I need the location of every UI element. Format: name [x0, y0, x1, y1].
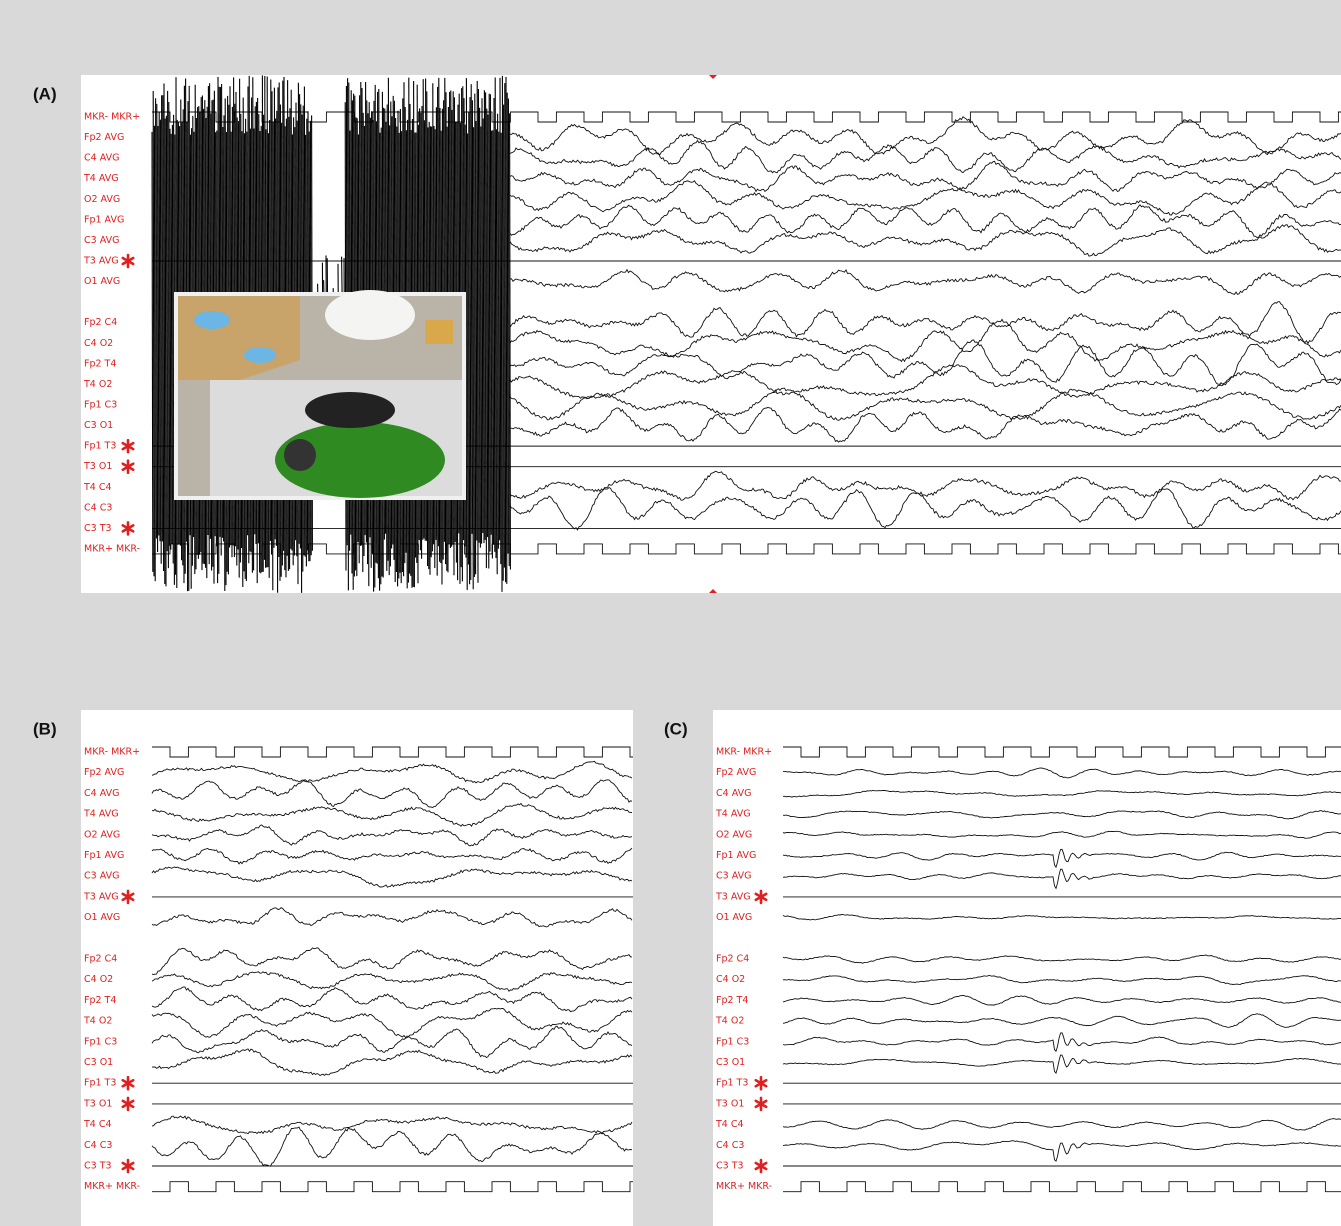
video-inset — [174, 290, 466, 500]
channel-label: Fp2 T4 — [84, 358, 116, 369]
channel-label: C3 AVG — [716, 871, 751, 882]
channel-label: C3 T3 — [84, 1161, 112, 1172]
channel-label: T4 O2 — [83, 379, 112, 390]
channel-label: C4 C3 — [84, 502, 112, 513]
panel-label: (C) — [664, 719, 688, 738]
channel-label: MKR- MKR+ — [716, 747, 772, 758]
channel-label: T4 O2 — [83, 1016, 112, 1027]
channel-label: Fp1 T3 — [716, 1078, 748, 1089]
channel-label: Fp1 AVG — [84, 214, 124, 225]
channel-label: T4 C4 — [715, 1119, 744, 1130]
channel-label: Fp1 AVG — [716, 850, 756, 861]
channel-label: O1 AVG — [716, 912, 752, 923]
channel-label: C3 O1 — [84, 420, 113, 431]
channel-label: T3 AVG — [83, 891, 119, 902]
channel-label: O1 AVG — [84, 912, 120, 923]
panel: (A) MKR- MKR+ Fp2 AVG C4 AVG T4 AVG O2 AVG Fp1… — [33, 75, 1341, 593]
channel-label: C3 AVG — [84, 871, 119, 882]
channel-label: MKR- MKR+ — [84, 112, 140, 123]
channel-label: Fp1 AVG — [84, 850, 124, 861]
channel-label: C4 C3 — [84, 1140, 112, 1151]
channel-label: Fp2 C4 — [84, 954, 117, 965]
channel-label: Fp1 C3 — [84, 1036, 117, 1047]
channel-label: T4 O2 — [715, 1016, 744, 1027]
channel-label: O2 AVG — [84, 194, 120, 205]
channel-label: Fp1 C3 — [716, 1036, 749, 1047]
channel-label: O1 AVG — [84, 276, 120, 287]
channel-label: T3 O1 — [83, 461, 112, 472]
channel-label: C3 O1 — [716, 1057, 745, 1068]
channel-label: C4 O2 — [84, 338, 113, 349]
channel-label: Fp2 C4 — [84, 317, 117, 328]
channel-label: Fp2 T4 — [716, 995, 748, 1006]
channel-label: C4 AVG — [716, 788, 751, 799]
page: {"panels": [ {"label": "(A)", "channels"… — [0, 0, 1341, 1226]
panel: (B) MKR- MKR+ Fp2 AVG C4 AVG T4 AVG O2 AVG Fp1… — [33, 710, 633, 1226]
inset-glove — [194, 311, 230, 329]
channel-label: O2 AVG — [84, 829, 120, 840]
channel-label: Fp1 T3 — [84, 441, 116, 452]
channel-label: Fp2 T4 — [84, 995, 116, 1006]
inset-glove — [244, 347, 276, 363]
channel-label: C3 T3 — [716, 1161, 744, 1172]
channel-label: C4 C3 — [716, 1140, 744, 1151]
inset-head — [284, 439, 316, 471]
channel-label: MKR+ MKR- — [84, 543, 140, 554]
channel-label: C4 AVG — [84, 788, 119, 799]
channel-label: T4 C4 — [83, 1119, 112, 1130]
inset-person — [325, 290, 415, 340]
panel-label: (A) — [33, 84, 57, 103]
channel-label: Fp2 AVG — [84, 132, 124, 143]
panel-label: (B) — [33, 719, 57, 738]
figure: (A) MKR- MKR+ Fp2 AVG C4 AVG T4 AVG O2 AVG Fp1… — [0, 0, 1341, 1226]
channel-label: T4 AVG — [715, 809, 751, 820]
channel-label: Fp2 C4 — [716, 954, 749, 965]
channel-label: C3 AVG — [84, 235, 119, 246]
panel: (C) MKR- MKR+ Fp2 AVG C4 AVG T4 AVG O2 AVG Fp1… — [664, 710, 1341, 1226]
panel-background — [81, 710, 633, 1226]
channel-label: MKR- MKR+ — [84, 747, 140, 758]
channel-label: Fp2 AVG — [716, 767, 756, 778]
inset-child — [305, 392, 395, 428]
panel-background — [713, 710, 1341, 1226]
channel-label: C4 O2 — [716, 974, 745, 985]
channel-label: T4 AVG — [83, 809, 119, 820]
channel-label: T3 AVG — [715, 891, 751, 902]
channel-label: C4 AVG — [84, 153, 119, 164]
channel-label: T4 C4 — [83, 482, 112, 493]
channel-label: C3 T3 — [84, 523, 112, 534]
channel-label: C4 O2 — [84, 974, 113, 985]
channel-label: Fp1 T3 — [84, 1078, 116, 1089]
channel-label: O2 AVG — [716, 829, 752, 840]
channel-label: T3 O1 — [715, 1098, 744, 1109]
channel-label: T3 AVG — [83, 255, 119, 266]
channel-label: Fp2 AVG — [84, 767, 124, 778]
channel-label: T4 AVG — [83, 173, 119, 184]
channel-label: Fp1 C3 — [84, 399, 117, 410]
channel-label: T3 O1 — [83, 1098, 112, 1109]
inset-pillow — [425, 320, 453, 344]
channel-label: MKR+ MKR- — [84, 1181, 140, 1192]
channel-label: MKR+ MKR- — [716, 1181, 772, 1192]
channel-label: C3 O1 — [84, 1057, 113, 1068]
